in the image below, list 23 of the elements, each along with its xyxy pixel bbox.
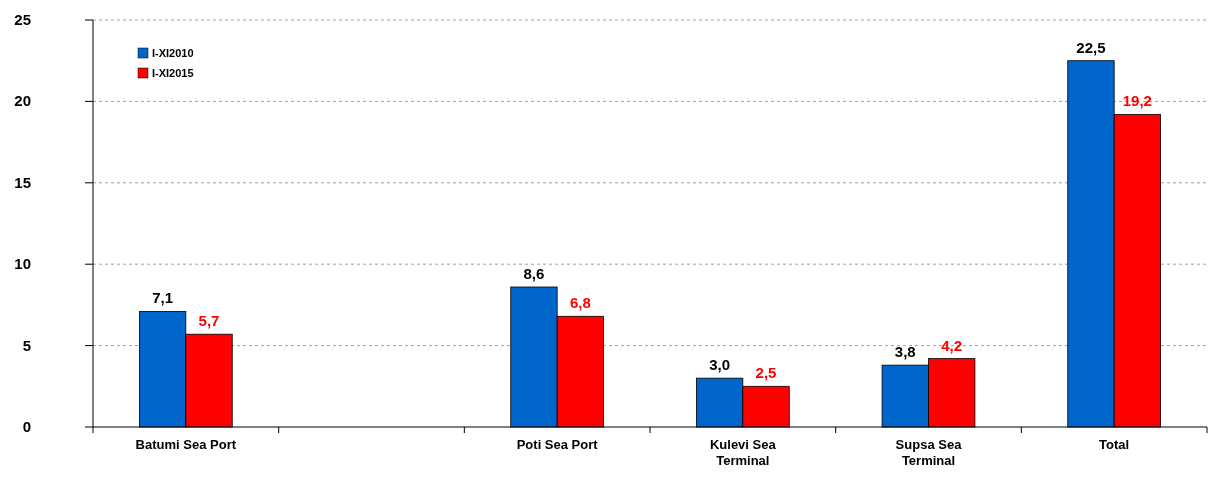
y-tick-label: 15 [14, 173, 31, 191]
data-label: 8,6 [523, 264, 545, 282]
x-tick-label: Poti Sea Port [516, 437, 599, 452]
data-label: 2,5 [755, 364, 777, 382]
data-label: 3,8 [894, 343, 916, 361]
legend-label: I-XI2015 [152, 67, 194, 79]
data-label: 19,2 [1122, 92, 1152, 110]
data-label: 22,5 [1076, 38, 1106, 56]
y-tick-label: 5 [22, 336, 31, 354]
y-tick-label: 10 [14, 255, 31, 273]
data-label: 5,7 [198, 312, 220, 330]
data-label: 7,1 [152, 289, 174, 307]
x-tick-label: Supsa Sea Terminal [895, 437, 963, 468]
y-tick-label: 20 [14, 92, 31, 110]
x-tick-label: Total [1099, 437, 1130, 452]
data-label: 6,8 [569, 294, 591, 312]
y-tick-label: 0 [22, 418, 31, 435]
x-tick-label: Kulevi Sea Terminal [709, 437, 777, 468]
data-label: 3,0 [709, 356, 731, 374]
y-tick-label: 25 [14, 11, 31, 28]
legend-label: I-XI2010 [152, 47, 194, 59]
data-label: 4,2 [941, 336, 963, 354]
x-tick-label: Batumi Sea Port [135, 437, 237, 452]
